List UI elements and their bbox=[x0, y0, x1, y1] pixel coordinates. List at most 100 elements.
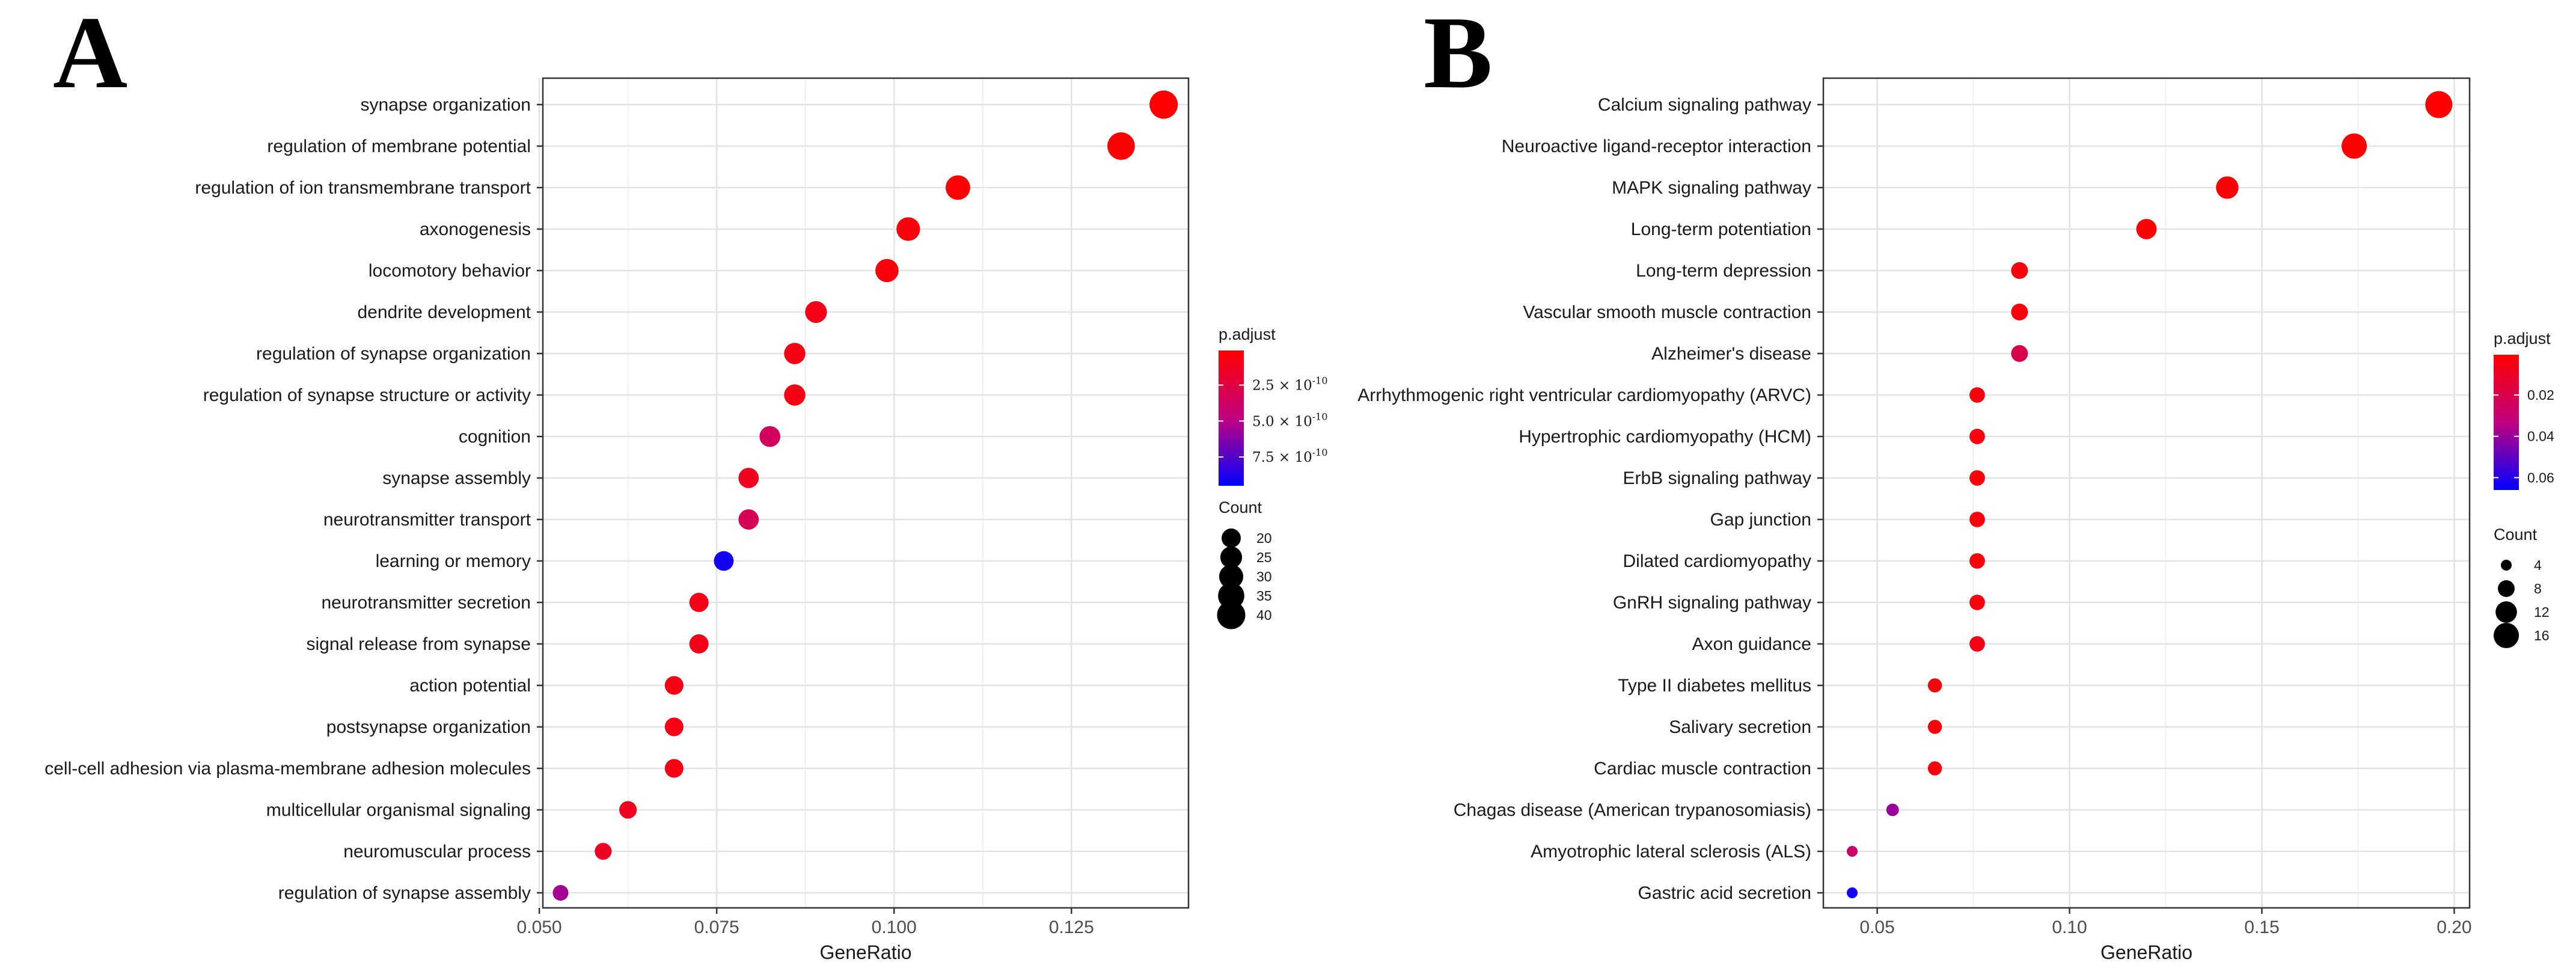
data-point bbox=[2341, 133, 2367, 159]
term-label: locomotory behavior bbox=[369, 261, 531, 281]
x-tick-label: 0.10 bbox=[2052, 917, 2087, 937]
panel-label: A bbox=[53, 0, 127, 110]
term-label: synapse organization bbox=[360, 95, 531, 115]
data-point bbox=[738, 509, 759, 530]
x-axis-title: GeneRatio bbox=[820, 942, 912, 963]
plot-panel bbox=[543, 78, 1189, 908]
x-tick-label: 0.050 bbox=[517, 917, 562, 937]
term-label: dendrite development bbox=[357, 302, 531, 322]
term-label: synapse assembly bbox=[382, 468, 531, 488]
term-label: Cardiac muscle contraction bbox=[1594, 759, 1811, 779]
data-point bbox=[2011, 345, 2028, 362]
term-label: cognition bbox=[459, 427, 531, 447]
data-point bbox=[784, 384, 806, 406]
x-tick-label: 0.05 bbox=[1859, 917, 1894, 937]
data-point bbox=[1107, 132, 1135, 160]
term-label: regulation of membrane potential bbox=[267, 136, 531, 156]
data-point bbox=[1969, 595, 1985, 610]
size-legend-label: 8 bbox=[2534, 581, 2542, 596]
data-point bbox=[689, 593, 709, 612]
size-legend-label: 30 bbox=[1256, 569, 1272, 584]
data-point bbox=[1886, 803, 1899, 816]
size-legend-label: 35 bbox=[1256, 588, 1272, 604]
x-tick-label: 0.100 bbox=[872, 917, 917, 937]
data-point bbox=[714, 551, 734, 571]
size-legend-title: Count bbox=[1219, 498, 1262, 516]
size-legend-label: 16 bbox=[2534, 628, 2550, 643]
term-label: regulation of synapse organization bbox=[256, 344, 531, 364]
plot-frame bbox=[542, 77, 1190, 909]
size-legend-key bbox=[2493, 622, 2519, 649]
term-label: action potential bbox=[409, 676, 531, 696]
term-label: Amyotrophic lateral sclerosis (ALS) bbox=[1531, 842, 1811, 862]
data-point bbox=[1927, 761, 1942, 776]
term-label: Alzheimer's disease bbox=[1651, 344, 1811, 364]
data-point bbox=[1846, 846, 1858, 857]
data-point bbox=[896, 217, 920, 241]
size-legend-key bbox=[1222, 528, 1241, 548]
data-point bbox=[1927, 720, 1942, 734]
term-label: regulation of ion transmembrane transpor… bbox=[195, 178, 531, 198]
data-point bbox=[784, 343, 806, 364]
term-label: GnRH signaling pathway bbox=[1613, 593, 1811, 613]
data-point bbox=[689, 634, 709, 654]
data-point bbox=[875, 259, 899, 283]
term-label: Vascular smooth muscle contraction bbox=[1523, 302, 1811, 322]
data-point bbox=[1846, 887, 1858, 898]
size-legend-label: 4 bbox=[2534, 557, 2542, 573]
term-label: Calcium signaling pathway bbox=[1598, 95, 1811, 115]
color-bar bbox=[1219, 351, 1244, 486]
term-label: Gap junction bbox=[1710, 510, 1811, 530]
color-bar-label: 0.02 bbox=[2527, 387, 2554, 403]
size-legend-label: 40 bbox=[1256, 607, 1272, 623]
data-point bbox=[1969, 636, 1985, 652]
data-point bbox=[1969, 470, 1985, 486]
color-legend-title: p.adjust bbox=[2494, 329, 2551, 348]
data-point bbox=[664, 717, 684, 737]
color-bar-label: 7.5 × 10-10 bbox=[1252, 447, 1328, 465]
data-point bbox=[805, 301, 827, 323]
color-legend-title: p.adjust bbox=[1219, 325, 1276, 343]
panel-b-kegg-dotplot: B Calcium signaling pathway Neuroactive li… bbox=[1357, 0, 2554, 963]
data-point bbox=[1927, 678, 1942, 693]
size-legend-key bbox=[2495, 601, 2517, 623]
x-axis-title: GeneRatio bbox=[2100, 942, 2192, 963]
data-point bbox=[664, 676, 684, 695]
data-point bbox=[1969, 387, 1985, 403]
term-label: MAPK signaling pathway bbox=[1612, 178, 1811, 198]
term-label: neurotransmitter transport bbox=[323, 510, 531, 530]
size-legend-key bbox=[1218, 583, 1244, 609]
plot-panel bbox=[1823, 78, 2470, 908]
term-label: Salivary secretion bbox=[1669, 717, 1811, 737]
term-label: regulation of synapse structure or activ… bbox=[203, 385, 531, 405]
size-legend-key bbox=[1219, 564, 1244, 589]
data-point bbox=[2425, 91, 2453, 118]
x-tick-label: 0.15 bbox=[2244, 917, 2279, 937]
data-point bbox=[595, 842, 612, 860]
term-label: Long-term depression bbox=[1636, 261, 1811, 281]
panel-label: B bbox=[1424, 0, 1493, 110]
size-legend-key bbox=[2498, 580, 2515, 597]
data-point bbox=[759, 426, 780, 447]
term-label: cell-cell adhesion via plasma-membrane a… bbox=[44, 759, 531, 779]
size-legend-label: 12 bbox=[2534, 604, 2550, 620]
x-tick-label: 0.125 bbox=[1049, 917, 1094, 937]
color-bar-label: 2.5 × 10-10 bbox=[1252, 375, 1328, 393]
color-bar bbox=[2494, 355, 2519, 490]
term-label: Chagas disease (American trypanosomiasis… bbox=[1454, 800, 1811, 820]
term-label: multicellular organismal signaling bbox=[266, 800, 531, 820]
term-label: Hypertrophic cardiomyopathy (HCM) bbox=[1519, 427, 1811, 447]
x-tick-label: 0.075 bbox=[694, 917, 739, 937]
term-label: Type II diabetes mellitus bbox=[1618, 676, 1811, 696]
term-label: neuromuscular process bbox=[343, 842, 531, 862]
term-label: Gastric acid secretion bbox=[1638, 883, 1811, 903]
term-label: signal release from synapse bbox=[306, 634, 531, 654]
size-legend-label: 25 bbox=[1256, 550, 1272, 565]
size-legend-title: Count bbox=[2494, 525, 2538, 544]
size-legend-key bbox=[2501, 560, 2512, 571]
data-point bbox=[2011, 262, 2028, 279]
term-label: axonogenesis bbox=[420, 219, 531, 239]
color-bar-label: 0.06 bbox=[2527, 470, 2554, 485]
data-point bbox=[664, 759, 684, 778]
